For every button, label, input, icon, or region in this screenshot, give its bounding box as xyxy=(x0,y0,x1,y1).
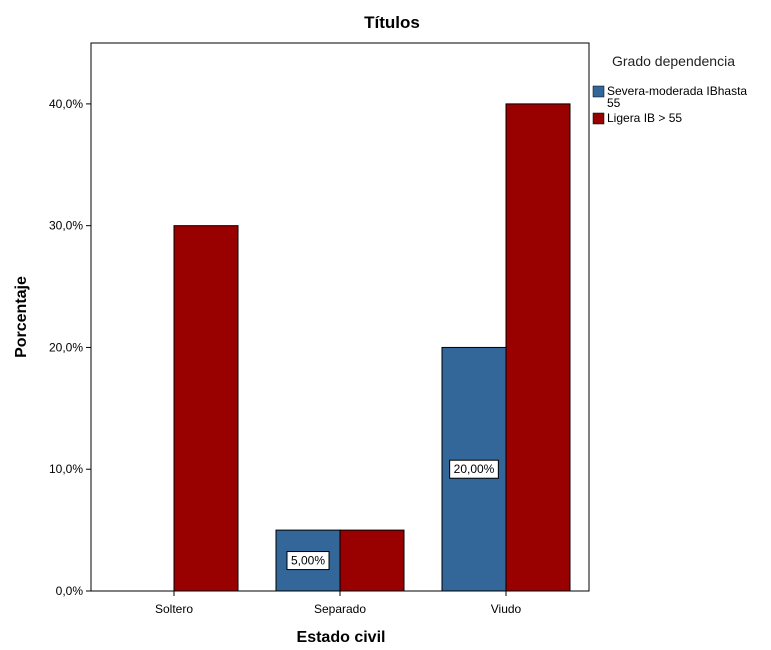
chart-title: Títulos xyxy=(364,13,420,32)
legend-title: Grado dependencia xyxy=(612,53,735,69)
y-axis: 0,0% 10,0% 20,0% 30,0% 40,0% xyxy=(49,97,91,598)
y-tick-label: 40,0% xyxy=(49,97,83,111)
legend-label-ligera: Ligera IB > 55 xyxy=(607,111,682,125)
data-label-box-separado xyxy=(286,551,330,571)
y-axis-title: Porcentaje xyxy=(13,276,30,358)
legend-swatch-severa xyxy=(592,85,605,98)
legend-swatch-ligera xyxy=(592,112,605,125)
x-axis: Soltero Separado Viudo xyxy=(155,591,522,616)
legend: Grado dependencia Severa-moderada IBhast… xyxy=(592,53,750,125)
x-tick-label-viudo: Viudo xyxy=(491,602,522,616)
legend-label-severa: Severa-moderada IBhasta 55 xyxy=(607,84,750,110)
bar-soltero-series-1 xyxy=(173,225,239,592)
data-label-text-viudo: 20,00% xyxy=(454,462,495,476)
data-label-viudo: 20,00% xyxy=(449,459,499,479)
x-tick-label-soltero: Soltero xyxy=(155,602,193,616)
x-tick-label-separado: Separado xyxy=(314,602,366,616)
data-label-text-separado: 5,00% xyxy=(291,554,325,568)
data-label-separado: 5,00% xyxy=(286,551,330,571)
y-tick-label: 30,0% xyxy=(49,219,83,233)
data-label-box-viudo xyxy=(449,459,499,479)
bars-layer xyxy=(173,103,571,592)
y-tick-label: 20,0% xyxy=(49,340,83,354)
y-tick-label: 0,0% xyxy=(56,584,84,598)
bar-viudo-series-1 xyxy=(505,103,571,592)
x-axis-title: Estado civil xyxy=(297,629,386,646)
bar-separado-series-1 xyxy=(339,529,405,592)
y-tick-label: 10,0% xyxy=(49,462,83,476)
data-labels-layer: 5,00% 20,00% xyxy=(286,459,499,571)
